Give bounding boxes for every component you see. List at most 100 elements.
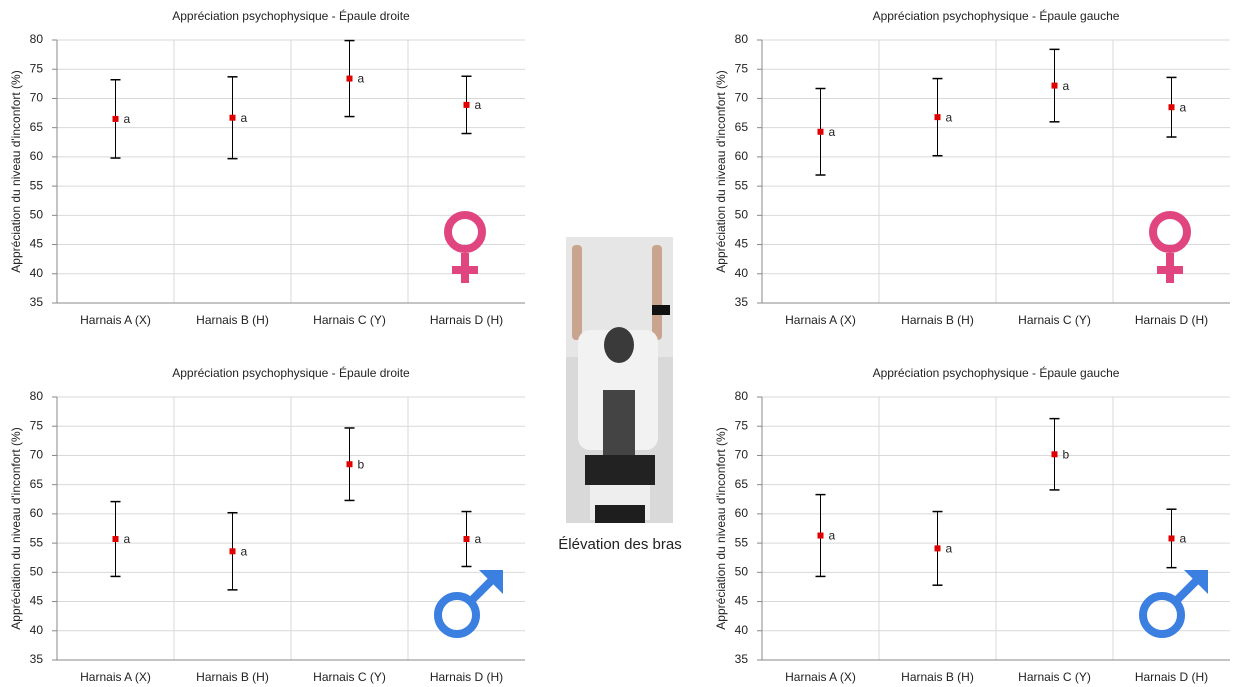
chart: Appréciation psychophysique - Épaule dro… [9,365,525,684]
y-tick-label: 70 [735,448,749,462]
x-tick-label: Harnais A (X) [785,313,856,327]
y-tick-label: 45 [735,237,749,251]
point-label: a [829,125,836,139]
x-tick-label: Harnais A (X) [80,313,151,327]
y-tick-label: 55 [735,535,749,549]
photo [566,237,673,523]
y-tick-label: 75 [30,418,44,432]
data-point [113,116,119,122]
figure: Élévation des bras Appréciation psychoph… [0,0,1235,687]
chart: Appréciation psychophysique - Épaule gau… [714,8,1230,327]
y-tick-label: 55 [30,535,44,549]
y-tick-label: 40 [735,266,749,280]
y-tick-label: 75 [30,61,44,75]
y-tick-label: 75 [735,61,749,75]
x-tick-label: Harnais C (Y) [313,670,386,684]
y-tick-label: 45 [30,594,44,608]
chart-title: Appréciation psychophysique - Épaule gau… [873,8,1120,23]
point-label: b [1063,447,1070,461]
point-label: a [124,532,131,546]
point-label: a [241,111,248,125]
x-tick-label: Harnais D (H) [1135,670,1208,684]
y-tick-label: 40 [735,623,749,637]
y-tick-label: 65 [735,120,749,134]
photo-caption: Élévation des bras [558,536,681,553]
x-tick-label: Harnais B (H) [901,313,974,327]
y-tick-label: 65 [735,477,749,491]
point-label: a [475,98,482,112]
point-label: a [475,532,482,546]
y-tick-label: 65 [30,120,44,134]
y-tick-label: 60 [30,506,44,520]
y-tick-label: 60 [30,149,44,163]
y-tick-label: 70 [735,91,749,105]
y-tick-label: 80 [30,389,44,403]
y-tick-label: 35 [735,295,749,309]
data-point [1169,104,1175,110]
chart: Appréciation psychophysique - Épaule dro… [9,8,525,327]
female-symbol [448,215,482,249]
chart-title: Appréciation psychophysique - Épaule dro… [172,8,410,23]
data-point [1052,451,1058,457]
y-tick-label: 40 [30,623,44,637]
x-tick-label: Harnais D (H) [430,313,503,327]
data-point [347,76,353,82]
x-tick-label: Harnais B (H) [196,313,269,327]
data-point [347,461,353,467]
x-tick-label: Harnais C (Y) [1018,313,1091,327]
point-label: a [358,72,365,86]
y-tick-label: 45 [30,237,44,251]
y-tick-label: 60 [735,149,749,163]
female-symbol [1153,215,1187,249]
x-tick-label: Harnais A (X) [785,670,856,684]
data-point [1169,535,1175,541]
y-tick-label: 50 [735,208,749,222]
y-tick-label: 55 [735,178,749,192]
data-point [935,114,941,120]
y-tick-label: 35 [735,652,749,666]
y-tick-label: 45 [735,594,749,608]
point-label: a [829,529,836,543]
y-tick-label: 50 [30,208,44,222]
y-tick-label: 65 [30,477,44,491]
chart: Appréciation psychophysique - Épaule gau… [714,365,1230,684]
x-tick-label: Harnais D (H) [430,670,503,684]
y-tick-label: 70 [30,448,44,462]
data-point [818,533,824,539]
data-point [1052,83,1058,89]
point-label: a [124,112,131,126]
point-label: a [1063,79,1070,93]
chart-title: Appréciation psychophysique - Épaule dro… [172,365,410,380]
data-point [113,536,119,542]
x-tick-label: Harnais C (Y) [313,313,386,327]
x-tick-label: Harnais C (Y) [1018,670,1091,684]
point-label: b [358,457,365,471]
data-point [230,115,236,121]
point-label: a [946,110,953,124]
point-label: a [946,542,953,556]
y-tick-label: 70 [30,91,44,105]
x-tick-label: Harnais A (X) [80,670,151,684]
point-label: a [241,544,248,558]
y-tick-label: 50 [735,565,749,579]
y-tick-label: 40 [30,266,44,280]
y-tick-label: 35 [30,295,44,309]
data-point [464,102,470,108]
data-point [935,545,941,551]
y-tick-label: 60 [735,506,749,520]
y-tick-label: 75 [735,418,749,432]
y-tick-label: 80 [735,389,749,403]
point-label: a [1180,100,1187,114]
data-point [818,129,824,135]
y-axis-label: Appréciation du niveau d'inconfort (%) [9,427,23,629]
y-axis-label: Appréciation du niveau d'inconfort (%) [9,70,23,272]
data-point [230,548,236,554]
x-tick-label: Harnais B (H) [196,670,269,684]
data-point [464,536,470,542]
point-label: a [1180,532,1187,546]
chart-title: Appréciation psychophysique - Épaule gau… [873,365,1120,380]
y-tick-label: 80 [735,32,749,46]
x-tick-label: Harnais D (H) [1135,313,1208,327]
y-axis-label: Appréciation du niveau d'inconfort (%) [714,70,728,272]
y-tick-label: 80 [30,32,44,46]
